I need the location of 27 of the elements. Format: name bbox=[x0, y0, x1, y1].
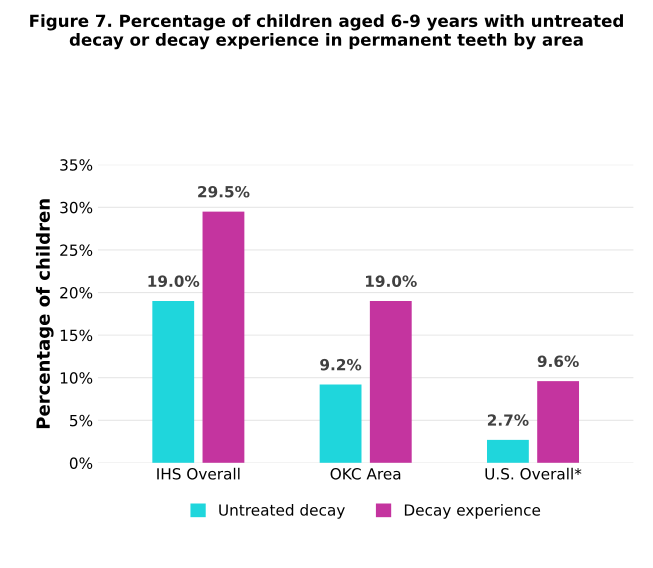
y-tick-label: 25% bbox=[60, 244, 92, 256]
legend-label: Decay experience bbox=[404, 504, 540, 519]
bar bbox=[202, 212, 244, 463]
x-tick-label: OKC Area bbox=[330, 468, 400, 480]
data-label: 19.0% bbox=[366, 275, 417, 287]
data-label: 29.5% bbox=[198, 186, 250, 198]
chart-title: Figure 7. Percentage of children aged 6-9 years with untreated decay or decay experience in permanent teeth by area bbox=[30, 14, 623, 50]
y-tick-label: 15% bbox=[60, 330, 92, 342]
y-tick-label: 20% bbox=[60, 286, 92, 299]
y-tick-label: 5% bbox=[70, 414, 92, 426]
y-tick-label: 10% bbox=[60, 372, 92, 384]
bar bbox=[152, 301, 194, 463]
legend-label: Untreated decay bbox=[219, 504, 345, 519]
data-label: 9.6% bbox=[538, 356, 579, 368]
bar bbox=[537, 381, 580, 463]
bar bbox=[486, 440, 529, 463]
data-label: 19.0% bbox=[148, 275, 200, 287]
y-axis-title: Percentage of children bbox=[36, 199, 54, 428]
data-label: 9.2% bbox=[320, 358, 362, 370]
x-tick-label: IHS Overall bbox=[157, 468, 240, 480]
bar bbox=[320, 384, 362, 463]
y-tick-label: 30% bbox=[60, 202, 92, 214]
y-tick-label: 35% bbox=[60, 159, 92, 171]
x-tick-label: U.S. Overall* bbox=[485, 468, 582, 480]
bar bbox=[370, 301, 412, 463]
data-label: 2.7% bbox=[488, 414, 529, 426]
y-tick-label: 0% bbox=[70, 457, 92, 469]
